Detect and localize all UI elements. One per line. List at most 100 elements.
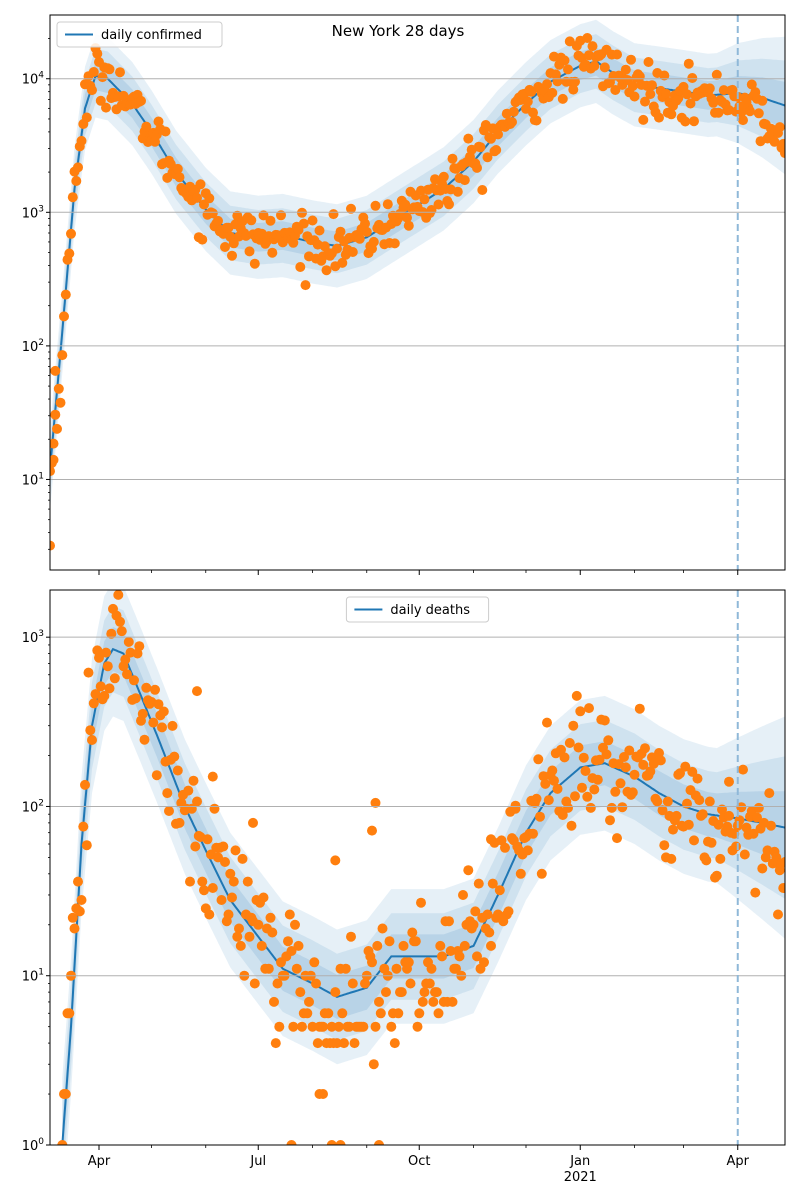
- observed-point: [192, 192, 202, 203]
- uncertainty-band-middle: [50, 34, 785, 497]
- observed-point: [141, 121, 152, 132]
- observed-point: [302, 1008, 313, 1019]
- observed-point: [403, 957, 414, 968]
- observed-point: [269, 996, 279, 1007]
- observed-point: [204, 193, 215, 204]
- observed-point: [475, 142, 486, 153]
- y-tick-label: 100: [22, 1137, 45, 1154]
- observed-point: [361, 226, 372, 237]
- observed-point: [536, 868, 547, 879]
- observed-point: [493, 909, 503, 920]
- observed-point: [169, 751, 180, 762]
- observed-point: [592, 774, 603, 785]
- observed-point: [584, 703, 594, 714]
- observed-point: [340, 963, 351, 974]
- observed-point: [197, 876, 208, 887]
- observed-point: [447, 996, 458, 1007]
- observed-point: [528, 107, 538, 118]
- observed-point: [594, 754, 605, 765]
- observed-point: [659, 70, 670, 81]
- observed-point: [174, 172, 185, 183]
- observed-point: [67, 912, 78, 923]
- observed-point: [582, 33, 593, 43]
- observed-point: [118, 90, 129, 101]
- observed-point: [248, 817, 258, 828]
- observed-point: [209, 803, 220, 814]
- observed-point: [778, 883, 785, 893]
- observed-point: [571, 690, 582, 701]
- observed-point: [736, 107, 747, 118]
- observed-point: [405, 978, 416, 989]
- observed-point: [76, 135, 87, 146]
- observed-point: [104, 64, 115, 75]
- observed-point: [426, 963, 437, 974]
- observed-point: [328, 209, 339, 220]
- observed-point: [197, 234, 208, 245]
- observed-point: [507, 117, 517, 127]
- observed-point: [57, 1140, 68, 1145]
- observed-point: [599, 715, 610, 726]
- observed-point: [624, 745, 635, 756]
- observed-point: [578, 752, 589, 763]
- observed-point: [486, 940, 496, 951]
- observed-point: [148, 717, 159, 728]
- observed-point: [738, 115, 748, 126]
- observed-point: [680, 761, 691, 772]
- observed-point: [589, 61, 600, 71]
- y-tick-label: 102: [22, 338, 44, 355]
- observed-point: [337, 1008, 348, 1019]
- observed-point: [601, 749, 612, 760]
- observed-point: [713, 819, 724, 830]
- observed-point: [547, 87, 558, 98]
- y-tick-label: 102: [22, 798, 44, 815]
- observed-point: [339, 1038, 349, 1049]
- observed-point: [715, 853, 726, 864]
- observed-point: [603, 735, 614, 746]
- observed-point: [53, 383, 64, 394]
- observed-point: [666, 853, 677, 864]
- observed-point: [482, 909, 493, 920]
- observed-point: [115, 616, 125, 627]
- observed-point: [207, 208, 218, 219]
- observed-point: [701, 855, 712, 866]
- observed-point: [67, 192, 78, 203]
- observed-point: [780, 148, 785, 159]
- observed-point: [612, 833, 622, 844]
- observed-point: [57, 350, 68, 361]
- observed-point: [73, 876, 83, 887]
- observed-point: [542, 79, 552, 90]
- observed-point: [692, 773, 703, 784]
- observed-point: [416, 897, 426, 908]
- observed-point: [659, 840, 670, 851]
- observed-point: [375, 1008, 386, 1019]
- observed-point: [95, 95, 106, 106]
- observed-point: [50, 438, 59, 449]
- observed-point: [330, 987, 341, 998]
- observed-point: [162, 788, 173, 799]
- observed-point: [223, 909, 234, 920]
- observed-point: [97, 72, 108, 83]
- observed-point: [59, 311, 69, 322]
- observed-point: [102, 661, 113, 672]
- observed-point: [417, 996, 428, 1007]
- observed-point: [228, 238, 239, 249]
- observed-point: [683, 819, 694, 830]
- observed-point: [153, 699, 164, 710]
- observed-point: [552, 783, 563, 794]
- observed-point: [83, 667, 94, 678]
- observed-point: [528, 828, 538, 839]
- observed-point: [87, 735, 97, 745]
- observed-point: [64, 248, 75, 259]
- observed-point: [286, 946, 297, 956]
- observed-point: [101, 647, 111, 658]
- observed-point: [652, 796, 663, 807]
- observed-point: [766, 820, 776, 831]
- observed-point: [522, 96, 533, 107]
- observed-point: [204, 909, 215, 920]
- observed-point: [620, 64, 631, 75]
- observed-point: [50, 540, 55, 551]
- observed-point: [458, 890, 468, 900]
- observed-point: [295, 262, 306, 272]
- observed-point: [638, 759, 649, 770]
- observed-point: [370, 1021, 381, 1032]
